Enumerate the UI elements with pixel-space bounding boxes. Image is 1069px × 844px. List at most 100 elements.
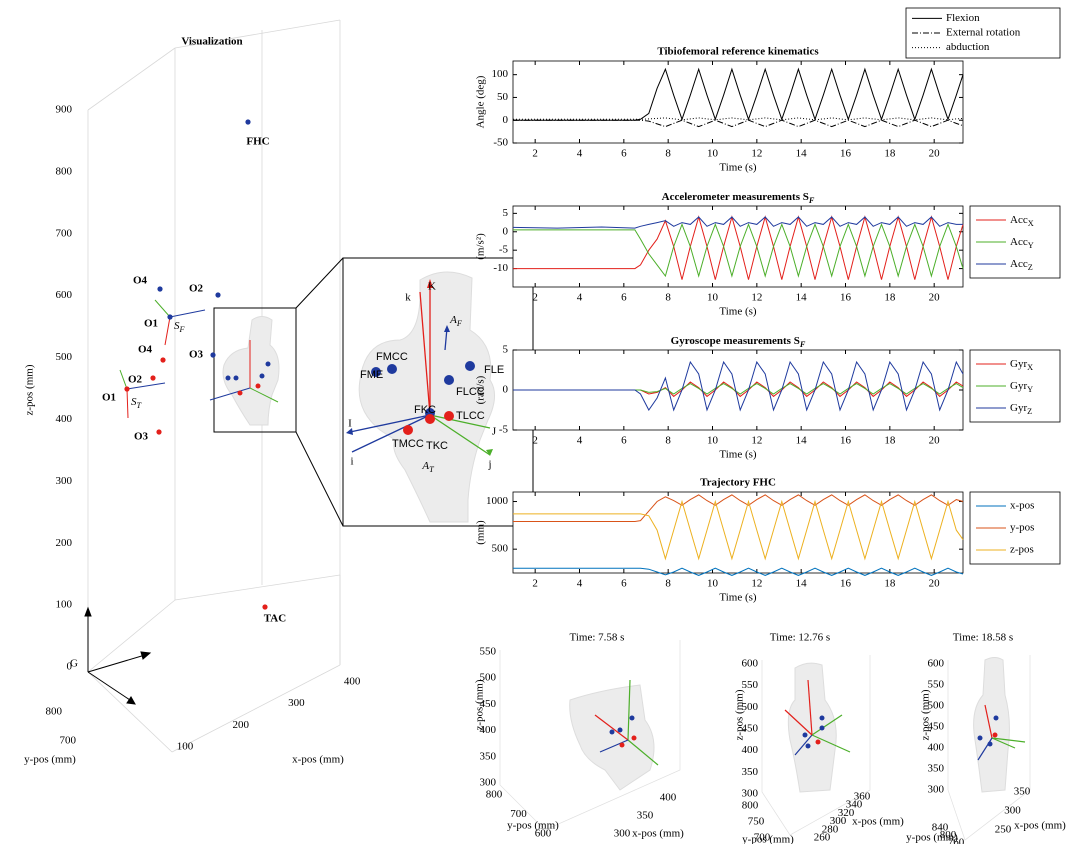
- zoom-connector: [295, 257, 344, 309]
- z-tick-label: 500: [56, 351, 73, 363]
- y-tick-label: -10: [493, 262, 508, 274]
- series-line: [513, 67, 964, 121]
- series-line: [513, 567, 964, 576]
- x-tick-label: 20: [929, 578, 941, 590]
- legend-label: abduction: [946, 41, 990, 53]
- z-tick-label: 350: [742, 766, 759, 778]
- landmark: [150, 375, 156, 381]
- inset-label: FLCC: [456, 386, 485, 398]
- landmark: [210, 352, 216, 358]
- inset-label: k: [405, 292, 411, 304]
- inset-label: FKC: [414, 404, 436, 416]
- inset-label: AT: [421, 460, 435, 475]
- z-tick-label: 450: [480, 698, 497, 710]
- x-tick-label: 6: [621, 435, 627, 447]
- x-tick-label: 350: [637, 810, 654, 822]
- z-axis-label: z-pos (mm): [474, 679, 486, 730]
- x-tick-label: 16: [840, 292, 852, 304]
- z-tick-label: 100: [56, 599, 73, 611]
- x-tick-label: 16: [840, 148, 852, 160]
- z-axis-label: z-pos (mm): [734, 689, 746, 740]
- z-tick-label: 800: [56, 165, 73, 177]
- legend-label: GyrX: [1010, 358, 1033, 373]
- x-tick-label: 250: [995, 824, 1012, 836]
- series-line: [513, 494, 964, 522]
- z-tick-label: 450: [928, 721, 945, 733]
- x-tick-label: 10: [707, 435, 719, 447]
- sensor-frames: [119, 299, 206, 419]
- series-line: [513, 383, 964, 395]
- x-tick-label: 16: [840, 578, 852, 590]
- x-tick-label: 4: [577, 578, 583, 590]
- knee-large: [358, 271, 495, 523]
- landmark-label: O2: [128, 374, 143, 386]
- z-tick-label: 400: [928, 742, 945, 754]
- legend-label: AccZ: [1010, 258, 1033, 273]
- legend-label: GyrZ: [1010, 402, 1032, 417]
- z-tick-label: 500: [742, 701, 759, 713]
- x-tick-label: 10: [707, 148, 719, 160]
- x-tick-label: 350: [1014, 786, 1031, 798]
- series-line: [513, 360, 964, 412]
- x-tick-label: 14: [796, 435, 808, 447]
- x-tick-label: 18: [884, 435, 896, 447]
- x-tick-label: 260: [814, 832, 831, 844]
- inset-label: j: [487, 459, 491, 471]
- y-axis-label: y-pos (mm): [906, 832, 958, 844]
- legend-label: y-pos: [1010, 522, 1034, 534]
- chart-title: Accelerometer measurements SF: [662, 191, 815, 206]
- x-tick-label: 320: [838, 807, 855, 819]
- legend-label: AccY: [1010, 236, 1034, 251]
- landmark: [124, 386, 130, 392]
- z-tick-label: 300: [742, 788, 759, 800]
- y-tick-label: -50: [493, 137, 508, 149]
- z-tick-label: 300: [928, 784, 945, 796]
- snapshot-title: Time: 18.58 s: [953, 632, 1013, 644]
- x-axis-label: x-pos (mm): [1014, 820, 1066, 832]
- landmark: [262, 604, 268, 610]
- legend-label: GyrY: [1010, 380, 1033, 395]
- y-tick-label: 100: [492, 68, 509, 80]
- snapshot-knees: [569, 657, 1010, 793]
- x-tick-label: 300: [288, 697, 305, 709]
- z-tick-label: 600: [56, 289, 73, 301]
- inset-label: TKC: [426, 440, 448, 452]
- x-tick-label: 6: [621, 578, 627, 590]
- plot-frame: [512, 60, 964, 144]
- x-tick-label: 4: [577, 292, 583, 304]
- inset-label: FLE: [484, 364, 504, 376]
- y-tick-label: 0: [503, 384, 509, 396]
- snapshot-axes: [594, 679, 1026, 766]
- x-tick-label: 10: [707, 292, 719, 304]
- x-tick-label: 8: [665, 435, 671, 447]
- landmark: [156, 429, 162, 435]
- y-tick-label: 840: [932, 822, 949, 834]
- z-axis-label: z-pos (mm): [24, 364, 36, 415]
- legend-label: Flexion: [946, 12, 980, 24]
- landmark-label: O4: [138, 344, 153, 356]
- y-axis-label: y-pos (mm): [742, 834, 794, 844]
- y-tick-label: 800: [46, 706, 63, 718]
- y-tick-label: 0: [503, 225, 509, 237]
- snapshot-grids: [499, 640, 1031, 841]
- x-axis-label: Time (s): [719, 449, 757, 461]
- y-axis-label: (mm): [475, 520, 487, 545]
- x-tick-label: 20: [929, 292, 941, 304]
- landmark-label: O1: [102, 392, 116, 404]
- origin-frame: [84, 606, 152, 705]
- y-tick-label: 800: [940, 829, 957, 841]
- chart-title: Trajectory FHC: [700, 477, 776, 489]
- y-axis-label: y-pos (mm): [24, 754, 76, 766]
- z-tick-label: 0: [67, 661, 73, 673]
- z-tick-label: 400: [56, 413, 73, 425]
- x-axis-label: Time (s): [719, 162, 757, 174]
- x-tick-label: 280: [822, 823, 839, 835]
- y-tick-label: -5: [499, 424, 509, 436]
- x-tick-label: 14: [796, 578, 808, 590]
- x-tick-label: 18: [884, 578, 896, 590]
- z-tick-label: 300: [480, 777, 497, 789]
- y-tick-label: 750: [748, 816, 765, 828]
- x-tick-label: 4: [577, 148, 583, 160]
- z-axis-label: z-pos (mm): [920, 689, 932, 740]
